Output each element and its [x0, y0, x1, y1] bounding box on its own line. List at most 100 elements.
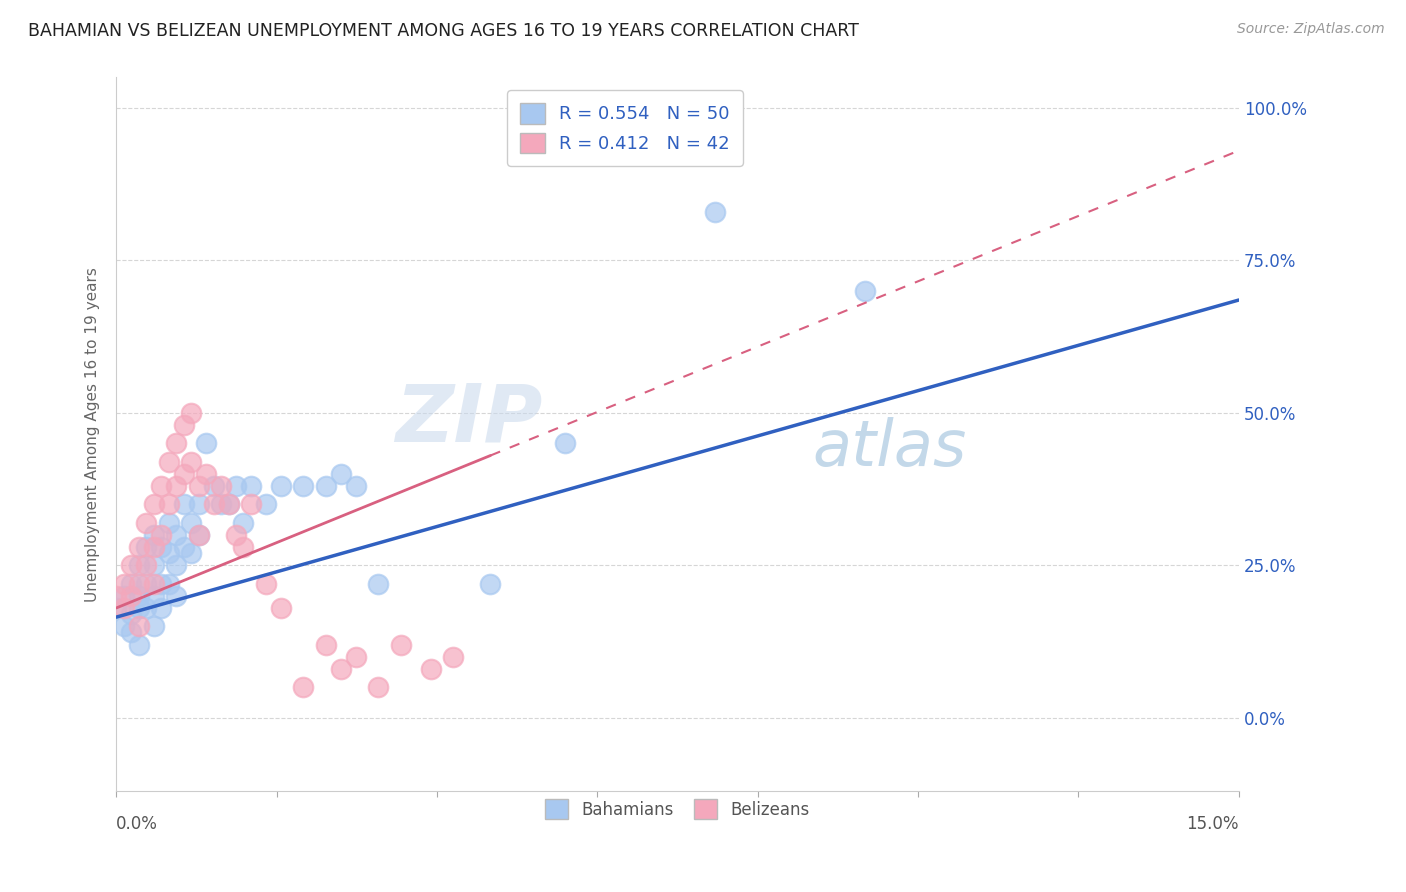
Point	[135, 558, 157, 573]
Point	[209, 479, 232, 493]
Point	[105, 589, 128, 603]
Point	[315, 638, 337, 652]
Point	[292, 680, 315, 694]
Point	[150, 528, 173, 542]
Point	[218, 497, 240, 511]
Point	[180, 406, 202, 420]
Point	[120, 625, 142, 640]
Point	[128, 601, 150, 615]
Point	[202, 479, 225, 493]
Point	[142, 619, 165, 633]
Point	[142, 576, 165, 591]
Point	[157, 546, 180, 560]
Point	[240, 479, 263, 493]
Point	[120, 558, 142, 573]
Point	[128, 558, 150, 573]
Point	[180, 455, 202, 469]
Point	[135, 601, 157, 615]
Point	[142, 497, 165, 511]
Text: ZIP: ZIP	[395, 381, 543, 458]
Point	[232, 540, 254, 554]
Point	[142, 528, 165, 542]
Point	[389, 638, 412, 652]
Point	[128, 619, 150, 633]
Point	[329, 467, 352, 481]
Point	[105, 601, 128, 615]
Point	[142, 558, 165, 573]
Point	[202, 497, 225, 511]
Point	[254, 576, 277, 591]
Point	[128, 589, 150, 603]
Point	[209, 497, 232, 511]
Point	[254, 497, 277, 511]
Point	[150, 601, 173, 615]
Point	[150, 479, 173, 493]
Point	[703, 204, 725, 219]
Point	[218, 497, 240, 511]
Point	[270, 601, 292, 615]
Point	[853, 284, 876, 298]
Point	[187, 497, 209, 511]
Point	[165, 479, 187, 493]
Point	[135, 516, 157, 530]
Point	[142, 589, 165, 603]
Point	[157, 516, 180, 530]
Point	[112, 601, 135, 615]
Point	[135, 576, 157, 591]
Point	[150, 540, 173, 554]
Legend: Bahamians, Belizeans: Bahamians, Belizeans	[538, 793, 817, 825]
Point	[187, 479, 209, 493]
Point	[180, 546, 202, 560]
Point	[165, 558, 187, 573]
Text: 0.0%: 0.0%	[117, 815, 157, 833]
Point	[270, 479, 292, 493]
Point	[180, 516, 202, 530]
Point	[165, 436, 187, 450]
Point	[187, 528, 209, 542]
Y-axis label: Unemployment Among Ages 16 to 19 years: Unemployment Among Ages 16 to 19 years	[86, 267, 100, 601]
Text: atlas: atlas	[813, 417, 966, 479]
Point	[554, 436, 576, 450]
Point	[120, 607, 142, 621]
Point	[112, 589, 135, 603]
Point	[165, 528, 187, 542]
Text: 15.0%: 15.0%	[1187, 815, 1239, 833]
Point	[173, 417, 195, 432]
Point	[419, 662, 441, 676]
Text: Source: ZipAtlas.com: Source: ZipAtlas.com	[1237, 22, 1385, 37]
Point	[120, 589, 142, 603]
Point	[292, 479, 315, 493]
Point	[120, 576, 142, 591]
Point	[195, 436, 218, 450]
Point	[112, 576, 135, 591]
Point	[128, 540, 150, 554]
Point	[225, 528, 247, 542]
Point	[367, 680, 389, 694]
Point	[128, 576, 150, 591]
Point	[135, 540, 157, 554]
Point	[150, 576, 173, 591]
Point	[142, 540, 165, 554]
Point	[173, 540, 195, 554]
Point	[173, 497, 195, 511]
Point	[165, 589, 187, 603]
Point	[225, 479, 247, 493]
Point	[232, 516, 254, 530]
Point	[344, 649, 367, 664]
Point	[157, 455, 180, 469]
Point	[157, 497, 180, 511]
Point	[315, 479, 337, 493]
Point	[329, 662, 352, 676]
Text: BAHAMIAN VS BELIZEAN UNEMPLOYMENT AMONG AGES 16 TO 19 YEARS CORRELATION CHART: BAHAMIAN VS BELIZEAN UNEMPLOYMENT AMONG …	[28, 22, 859, 40]
Point	[344, 479, 367, 493]
Point	[173, 467, 195, 481]
Point	[112, 619, 135, 633]
Point	[367, 576, 389, 591]
Point	[441, 649, 464, 664]
Point	[157, 576, 180, 591]
Point	[187, 528, 209, 542]
Point	[240, 497, 263, 511]
Point	[128, 638, 150, 652]
Point	[195, 467, 218, 481]
Point	[479, 576, 502, 591]
